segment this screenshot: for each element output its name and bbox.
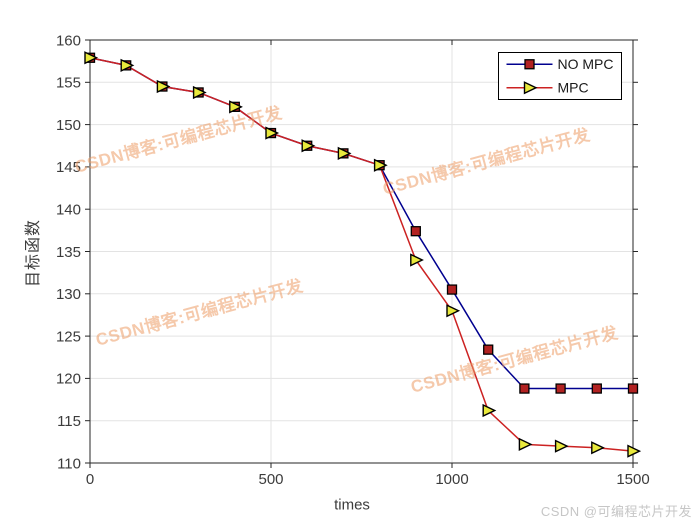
marker-square [591,383,602,394]
y-tick-label: 145 [56,159,81,176]
marker-square [410,226,421,237]
marker-square [627,383,639,394]
marker-triangle-right [482,403,497,418]
marker-square [555,383,566,394]
y-tick-label: 110 [57,455,81,472]
marker-triangle-right [192,85,207,100]
legend-label-mpc: MPC [558,80,589,96]
x-tick-label: 1000 [435,471,468,488]
credit-text: CSDN @可编程芯片开发 [540,504,692,519]
y-tick-label: 160 [56,32,81,49]
x-tick-label: 500 [258,471,283,488]
marker-triangle-right [554,439,569,453]
marker-triangle-right [120,58,135,72]
y-tick-label: 120 [56,371,81,388]
marker-triangle-right [446,304,461,318]
y-tick-label: 125 [56,328,81,345]
marker-square [446,284,458,295]
marker-triangle-right [373,158,388,172]
marker-triangle-right [518,437,533,451]
x-tick-label: 0 [86,471,94,488]
marker-triangle-right [84,51,99,65]
y-tick-label: 155 [56,75,81,92]
legend-marker-sample [523,81,538,95]
marker-triangle-right [337,146,352,160]
marker-triangle-right [627,444,642,458]
y-axis-label: 目标函数 [25,218,42,288]
marker-triangle-right [301,139,316,153]
x-tick-label: 1500 [616,471,649,488]
legend-marker-sample [524,59,535,70]
marker-triangle-right [591,441,605,455]
marker-square [483,344,494,355]
legend-label-no-mpc: NO MPC [558,56,614,72]
marker-square [519,383,530,394]
marker-triangle-right [229,100,243,114]
series-line-mpc [89,57,634,452]
y-tick-label: 150 [56,117,81,134]
legend-box [498,52,622,100]
y-tick-label: 135 [56,244,81,261]
x-axis-label: times [334,496,370,514]
marker-triangle-right [265,126,280,140]
y-tick-label: 130 [56,286,81,303]
y-tick-label: 115 [57,413,81,430]
marker-triangle-right [410,253,424,267]
y-tick-label: 140 [56,201,81,218]
marker-triangle-right [156,79,171,94]
